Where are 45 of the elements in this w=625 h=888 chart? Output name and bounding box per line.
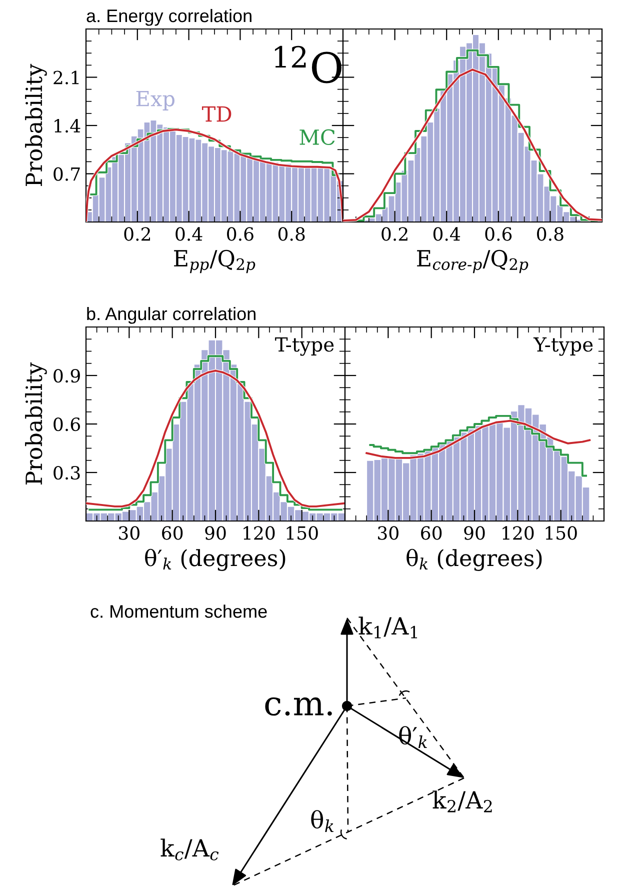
x-axis-title: θ′$_{k}$ (degrees) xyxy=(145,548,286,571)
x-axis-title: θ$_{k}$ (degrees) xyxy=(406,548,542,571)
x-tick-label: 0.4 xyxy=(176,227,202,241)
x-tick-label: 120 xyxy=(502,526,534,540)
x-tick-label: 0.8 xyxy=(278,227,305,241)
annotation: $^{12}$O xyxy=(274,46,342,84)
text: θ′$_{k}$ xyxy=(399,726,427,748)
x-tick-label: 150 xyxy=(286,526,318,540)
text: c. Momentum scheme xyxy=(90,604,267,618)
y-tick-label: 1.4 xyxy=(54,118,80,133)
x-tick-label: 30 xyxy=(378,526,398,540)
x-tick-label: 0.2 xyxy=(382,227,408,241)
text: k$_{c}$/A$_{c}$ xyxy=(160,838,219,860)
x-tick-label: 60 xyxy=(162,526,183,540)
x-axis-title: E$_{core-p}$/Q$_{2p}$ xyxy=(417,250,528,274)
annotation: Y-type xyxy=(533,337,593,356)
series-label: TD xyxy=(202,106,232,122)
x-tick-label: 0.6 xyxy=(227,227,254,241)
text: k$_{2}$/A$_{2}$ xyxy=(432,790,492,812)
y-tick-label: 0.7 xyxy=(54,167,80,181)
text: k$_{1}$/A$_{1}$ xyxy=(358,616,418,638)
x-tick-label: 0.6 xyxy=(485,227,512,241)
x-tick-label: 0.8 xyxy=(537,227,564,241)
y-tick-label: 0.6 xyxy=(54,417,80,432)
text: c.m. xyxy=(265,697,332,716)
y-tick-label: 0.9 xyxy=(54,368,80,383)
x-tick-label: 90 xyxy=(205,526,226,540)
series-label: Exp xyxy=(136,90,174,110)
y-axis-title: Probability xyxy=(25,64,47,186)
text: θ$_{k}$ xyxy=(311,810,334,832)
y-tick-label: 2.1 xyxy=(54,70,79,84)
x-tick-label: 0.2 xyxy=(124,227,150,241)
x-tick-label: 150 xyxy=(546,526,577,540)
x-tick-label: 0.4 xyxy=(433,227,460,241)
x-tick-label: 90 xyxy=(464,526,485,540)
x-tick-label: 120 xyxy=(244,526,275,540)
y-axis-title: Probability xyxy=(25,362,47,485)
x-tick-label: 60 xyxy=(421,526,442,540)
chart-title: a. Energy correlation xyxy=(86,8,252,26)
x-axis-title: E$_{pp}$/Q$_{2p}$ xyxy=(174,250,256,274)
chart-title: b. Angular correlation xyxy=(87,306,256,324)
annotation: T-type xyxy=(275,337,334,356)
y-tick-label: 0.3 xyxy=(54,466,80,480)
series-label: MC xyxy=(300,129,335,146)
x-tick-label: 30 xyxy=(119,526,140,540)
